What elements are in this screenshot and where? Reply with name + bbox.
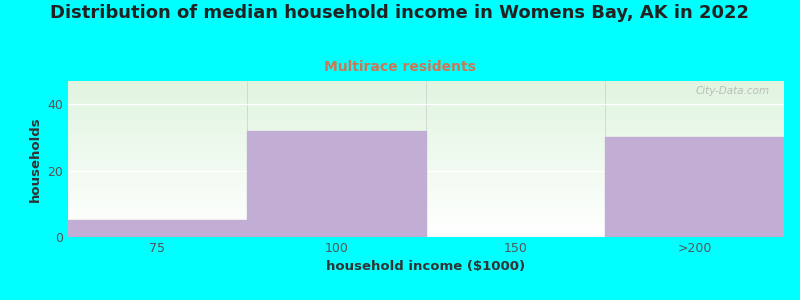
Bar	[247, 131, 426, 237]
Text: City-Data.com: City-Data.com	[695, 86, 770, 96]
Text: Multirace residents: Multirace residents	[324, 60, 476, 74]
Bar	[68, 220, 247, 237]
Bar	[605, 137, 784, 237]
Y-axis label: households: households	[29, 116, 42, 202]
Text: Distribution of median household income in Womens Bay, AK in 2022: Distribution of median household income …	[50, 4, 750, 22]
X-axis label: household income ($1000): household income ($1000)	[326, 260, 526, 273]
